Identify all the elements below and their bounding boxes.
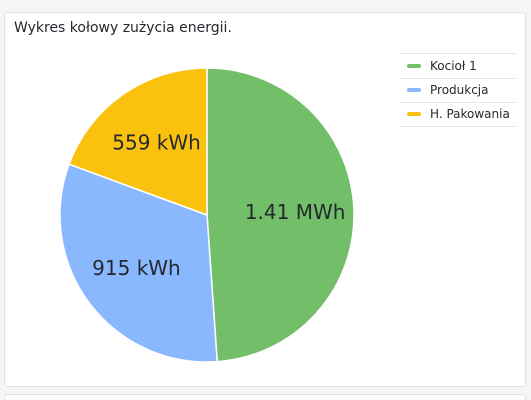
legend-swatch — [407, 88, 421, 92]
legend-swatch — [407, 64, 421, 68]
pie-slice — [59, 163, 219, 363]
legend-item[interactable]: H. Pakowania — [407, 107, 510, 121]
pie-slice — [206, 67, 355, 363]
legend-swatch — [407, 112, 421, 116]
legend-label: Kocioł 1 — [430, 59, 477, 73]
pie: 1.41 MWh 915 kWh 559 kWh — [59, 67, 355, 363]
legend-label: Produkcja — [430, 83, 489, 97]
legend: Kocioł 1 Produkcja H. Pakowania — [400, 53, 516, 127]
pie-slice — [68, 67, 208, 217]
slice-label: 1.41 MWh — [245, 200, 346, 224]
legend-item[interactable]: Produkcja — [407, 83, 489, 97]
legend-label: H. Pakowania — [430, 107, 510, 121]
slice-label: 915 kWh — [92, 256, 181, 280]
slice-label: 559 kWh — [112, 131, 201, 155]
legend-item[interactable]: Kocioł 1 — [407, 59, 477, 73]
chart-title: Wykres kołowy zużycia energii. — [14, 20, 232, 36]
next-panel — [4, 394, 526, 400]
